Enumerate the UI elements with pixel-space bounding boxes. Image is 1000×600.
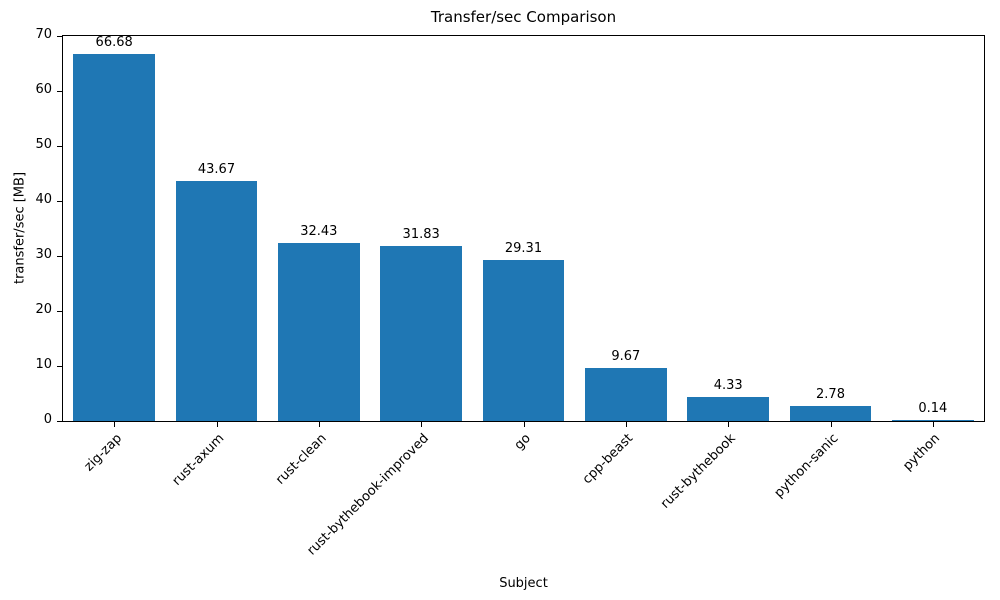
y-tick-mark: [57, 146, 62, 147]
y-tick-label: 0: [43, 412, 52, 427]
bar-value-label: 0.14: [918, 401, 948, 417]
bar-value-label: 43.67: [197, 161, 236, 177]
y-tick-mark: [57, 421, 62, 422]
bar: [277, 242, 360, 421]
y-tick-mark: [57, 91, 62, 92]
bar: [175, 180, 258, 421]
y-tick-label: 30: [35, 247, 52, 262]
x-tick-mark: [728, 422, 730, 427]
x-axis-label: Subject: [499, 576, 548, 591]
x-tick-label-text: go: [512, 431, 535, 454]
bar: [73, 54, 156, 421]
bar-value-label: 2.78: [816, 386, 845, 402]
chart-title: Transfer/sec Comparison: [430, 8, 617, 26]
x-tick-label-text: cpp-beast: [580, 431, 637, 488]
y-tick-label: 10: [35, 357, 52, 372]
bar-value-label: 29.31: [504, 240, 543, 256]
y-tick-label: 70: [35, 27, 52, 42]
y-tick-mark: [57, 36, 62, 37]
x-tick-mark: [216, 422, 218, 427]
x-tick-mark: [830, 422, 832, 427]
x-tick-label-text: python: [900, 431, 944, 474]
bar: [789, 405, 872, 421]
y-tick-mark: [57, 201, 62, 202]
y-axis-label: transfer/sec [MB]: [12, 171, 28, 285]
y-tick-label: 40: [35, 192, 52, 207]
x-tick-label-text: rust-bythebook: [658, 431, 739, 512]
bar-value-label: 9.67: [611, 348, 641, 364]
bar: [380, 245, 463, 421]
bar: [687, 397, 770, 421]
bar: [482, 259, 565, 421]
bar-value-label: 31.83: [402, 226, 440, 242]
bar-value-label: 32.43: [300, 223, 338, 239]
x-tick-mark: [318, 422, 320, 427]
bar: [891, 420, 974, 421]
y-tick-label: 20: [35, 302, 52, 317]
x-tick-mark: [523, 422, 525, 427]
x-tick-label-text: zig-zap: [81, 431, 125, 475]
x-tick-label-text: rust-bythebook-improved: [304, 431, 432, 559]
x-tick-label-text: python-sanic: [771, 431, 842, 501]
x-tick-mark: [421, 422, 423, 427]
y-tick-mark: [57, 256, 62, 257]
y-tick-mark: [57, 311, 62, 312]
bar-value-label: 4.33: [713, 378, 743, 394]
x-tick-label-text: rust-clean: [272, 431, 330, 488]
y-tick-label: 50: [35, 137, 52, 152]
y-tick-label: 60: [35, 82, 52, 97]
x-tick-mark: [625, 422, 627, 427]
x-tick-label-text: rust-axum: [169, 431, 228, 489]
bar: [584, 367, 667, 421]
bar-value-label: 66.68: [95, 35, 133, 51]
x-tick-mark: [114, 422, 116, 427]
y-tick-mark: [57, 366, 62, 367]
x-tick-mark: [932, 422, 934, 427]
plot-area: 66.68 zig-zap 43.67 rust-axum 32.43 rust-clea…: [57, 35, 985, 558]
